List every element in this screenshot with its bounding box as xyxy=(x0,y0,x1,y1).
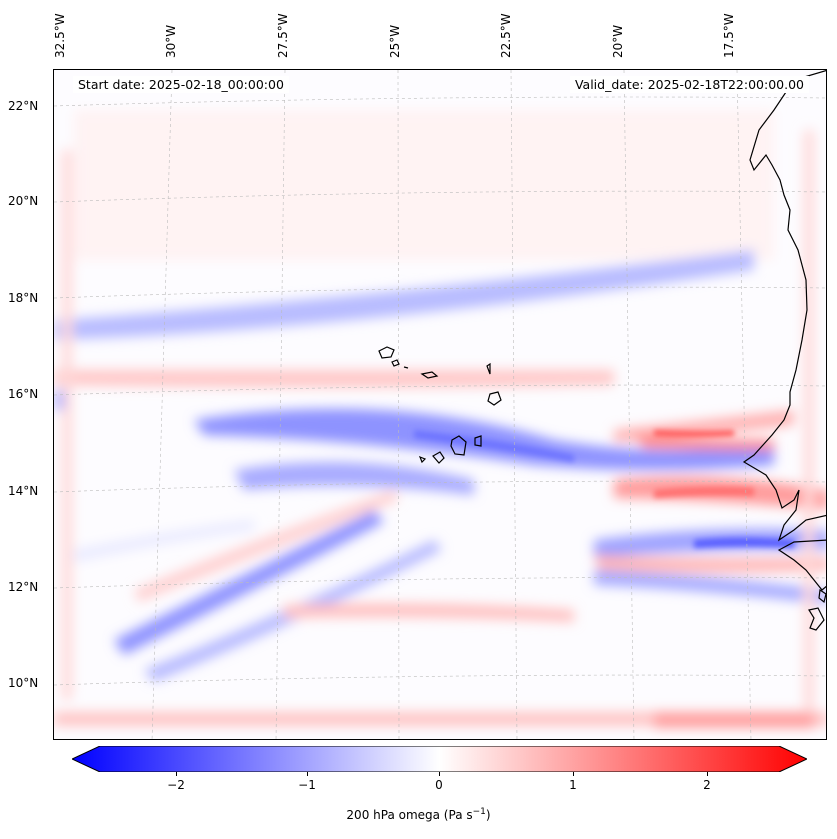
start-date-label: Start date: 2025-02-18_00:00:00 xyxy=(73,76,289,93)
cbar-tick-neg1: −1 xyxy=(298,778,316,792)
omega-detail xyxy=(414,430,794,548)
colorbar xyxy=(72,746,807,772)
lon-label-20w: 20°W xyxy=(611,24,625,58)
lon-label-27-5w: 27.5°W xyxy=(276,13,290,58)
colorbar-label-suffix: ) xyxy=(485,808,491,822)
valid-date-label: Valid_date: 2025-02-18T22:00:00.00 xyxy=(569,76,809,93)
cape-verde-islands xyxy=(378,346,502,464)
cbar-tickmark-0 xyxy=(439,772,440,776)
africa-coastline xyxy=(742,70,826,631)
lat-label-22n: 22°N xyxy=(8,99,39,113)
colorbar-label-prefix: 200 hPa omega (Pa s xyxy=(346,808,473,822)
lat-label-10n: 10°N xyxy=(8,676,39,690)
omega-field xyxy=(54,70,826,739)
cbar-tickmark-neg2 xyxy=(176,772,177,776)
cbar-tick-0: 0 xyxy=(435,778,443,792)
lat-label-16n: 16°N xyxy=(8,387,39,401)
cbar-tickmark-neg1 xyxy=(307,772,308,776)
colorbar-label: 200 hPa omega (Pa s−1) xyxy=(0,807,837,822)
lon-label-25w: 25°W xyxy=(388,24,402,58)
lat-label-18n: 18°N xyxy=(8,291,39,305)
graticule xyxy=(54,70,826,739)
map-panel[interactable] xyxy=(53,69,827,740)
cbar-tickmark-1 xyxy=(573,772,574,776)
lat-label-12n: 12°N xyxy=(8,580,39,594)
lon-label-32-5w: 32.5°W xyxy=(53,13,67,58)
lat-label-14n: 14°N xyxy=(8,484,39,498)
lon-label-30w: 30°W xyxy=(164,24,178,58)
cbar-tick-neg2: −2 xyxy=(167,778,185,792)
lon-label-22-5w: 22.5°W xyxy=(499,13,513,58)
cbar-tick-1: 1 xyxy=(569,778,577,792)
lon-label-17-5w: 17.5°W xyxy=(722,13,736,58)
colorbar-label-sup: −1 xyxy=(472,807,486,817)
lat-label-20n: 20°N xyxy=(8,194,39,208)
cbar-tick-2: 2 xyxy=(703,778,711,792)
cbar-tickmark-2 xyxy=(707,772,708,776)
